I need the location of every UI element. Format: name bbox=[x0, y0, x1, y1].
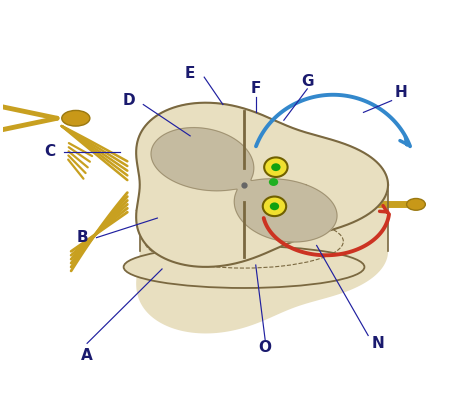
Text: H: H bbox=[394, 85, 407, 100]
Text: E: E bbox=[185, 66, 195, 81]
Circle shape bbox=[270, 202, 279, 210]
Circle shape bbox=[269, 178, 278, 186]
Circle shape bbox=[271, 163, 281, 171]
Ellipse shape bbox=[62, 110, 90, 126]
Circle shape bbox=[264, 157, 288, 177]
Text: F: F bbox=[251, 81, 261, 96]
Text: D: D bbox=[123, 93, 136, 108]
Polygon shape bbox=[136, 103, 388, 267]
Text: N: N bbox=[371, 336, 384, 351]
Ellipse shape bbox=[124, 246, 365, 288]
Text: C: C bbox=[44, 144, 55, 159]
Text: G: G bbox=[301, 73, 313, 89]
Circle shape bbox=[263, 197, 286, 216]
Text: O: O bbox=[259, 340, 272, 355]
Ellipse shape bbox=[407, 198, 425, 210]
Text: A: A bbox=[81, 348, 93, 362]
Polygon shape bbox=[136, 185, 388, 333]
Polygon shape bbox=[151, 127, 337, 242]
Text: B: B bbox=[77, 230, 88, 245]
